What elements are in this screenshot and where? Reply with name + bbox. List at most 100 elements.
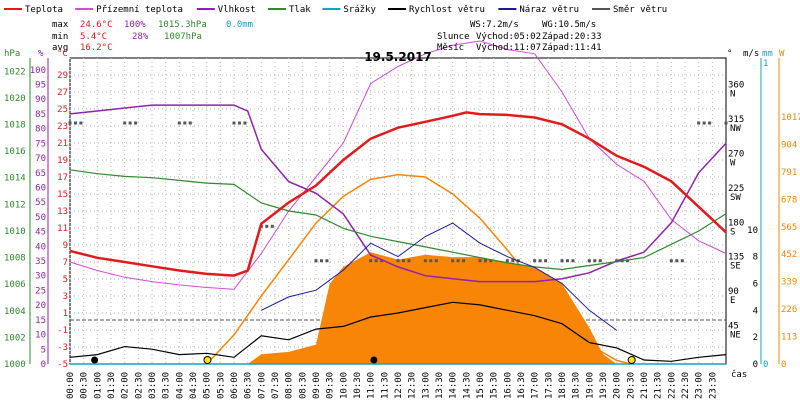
x-tick-label: 17:30 <box>544 372 554 399</box>
chart-title: 19.5.2017 <box>364 50 432 64</box>
solar-tick: 226 <box>781 305 797 315</box>
stats-block: max 24.6°C 100% 1015.3hPa 0.0mm min 5.4°… <box>52 20 253 53</box>
temperature-tick: 7 <box>63 258 68 268</box>
stats-min-label: min <box>52 32 68 42</box>
wind-tick: 4 <box>753 306 758 316</box>
x-tick-label: 19:00 <box>585 372 595 399</box>
solar-tick: 1017 <box>781 113 800 123</box>
series-wind-speed <box>69 301 727 362</box>
stats-avg-temp: 16.2°C <box>80 43 113 53</box>
humidity-tick: 15 <box>35 316 46 326</box>
x-tick-label: 03:00 <box>148 372 158 399</box>
moon-set: Západ:11:41 <box>542 43 602 53</box>
direction-tick: 315 <box>728 115 744 125</box>
x-tick-label: 19:30 <box>599 372 609 399</box>
temperature-tick: 1 <box>63 309 68 319</box>
info-block: WS:7.2m/s WG:10.5m/s Slunce Východ:05:02… <box>437 20 602 53</box>
wind-direction-point <box>243 121 247 125</box>
stats-max-rain: 0.0mm <box>226 20 253 30</box>
x-tick-label: 04:00 <box>175 372 185 399</box>
pressure-tick: 1010 <box>4 227 26 237</box>
legend-label: Teplota <box>25 5 63 15</box>
humidity-tick: 45 <box>35 228 46 238</box>
x-tick-label: 20:30 <box>626 372 636 399</box>
wind-direction-point <box>697 121 701 125</box>
wind-direction-point <box>73 121 77 125</box>
x-tick-label: 08:30 <box>298 372 308 399</box>
direction-name: NE <box>730 331 741 341</box>
temperature-tick: 27 <box>57 88 68 98</box>
solar-measured-area <box>247 252 617 364</box>
legend-label: Srážky <box>343 5 376 15</box>
rain-tick: 0 <box>763 360 768 370</box>
x-tick-label: 16:00 <box>503 372 513 399</box>
solar-tick: 0 <box>781 360 786 370</box>
x-tick-label: 03:30 <box>162 372 172 399</box>
sunset-marker <box>627 356 636 364</box>
wind-direction-point <box>380 259 384 263</box>
wind-direction-point <box>489 259 493 263</box>
direction-name: NW <box>730 124 741 134</box>
wind-direction-point <box>626 259 630 263</box>
direction-name: SE <box>730 262 741 272</box>
wind-tick: 10 <box>747 226 758 236</box>
humidity-tick: 55 <box>35 198 46 208</box>
wind-direction-point <box>237 121 241 125</box>
pressure-tick: 1006 <box>4 280 26 290</box>
axis-units: hPa % °C ° m/s mm W čas <box>4 49 785 380</box>
wind-direction-point <box>724 121 728 125</box>
temperature-tick: 23 <box>57 122 68 132</box>
x-tick-label: 06:00 <box>230 372 240 399</box>
pressure-tick: 1020 <box>4 94 26 104</box>
unit-degc: °C <box>57 49 68 59</box>
chart-axes: 00:00 00:30 01:00 01:30 02:00 02:30 03:00 03:30… <box>4 58 800 399</box>
pressure-tick: 1012 <box>4 200 26 210</box>
legend-label: Tlak <box>289 5 311 15</box>
wind-direction-point <box>456 259 460 263</box>
wind-direction-point <box>183 121 187 125</box>
humidity-tick: 5 <box>41 345 46 355</box>
stats-max-press: 1015.3hPa <box>158 20 207 30</box>
unit-ms: m/s <box>743 49 759 59</box>
wind-direction-point <box>407 259 411 263</box>
wind-direction-point <box>128 121 132 125</box>
x-tick-label: 07:30 <box>271 372 281 399</box>
wind-direction-point <box>134 121 138 125</box>
humidity-tick: 60 <box>35 183 46 193</box>
cas-label: čas <box>731 369 747 380</box>
wind-direction-point <box>451 259 455 263</box>
x-tick-label: 15:30 <box>490 372 500 399</box>
x-tick-label: 02:00 <box>121 372 131 399</box>
temperature-tick: -3 <box>57 343 68 353</box>
pressure-tick: 1002 <box>4 333 26 343</box>
x-tick-label: 06:30 <box>244 372 254 399</box>
stats-max-hum: 100% <box>124 20 146 30</box>
x-tick-label: 12:30 <box>408 372 418 399</box>
x-tick-label: 14:00 <box>449 372 459 399</box>
temperature-tick: 25 <box>57 105 68 115</box>
temperature-tick: 21 <box>57 139 68 149</box>
solar-tick: 339 <box>781 278 797 288</box>
pressure-tick: 1022 <box>4 67 26 77</box>
humidity-tick: 70 <box>35 154 46 164</box>
humidity-tick: 90 <box>35 95 46 105</box>
humidity-tick: 80 <box>35 125 46 135</box>
wind-tick: 6 <box>753 279 758 289</box>
legend-label: Přízemní teplota <box>96 5 183 15</box>
temperature-tick: 15 <box>57 190 68 200</box>
x-tick-label: 14:30 <box>462 372 472 399</box>
unit-mm: mm <box>762 49 773 59</box>
direction-name: E <box>730 296 735 306</box>
solar-tick: 565 <box>781 223 797 233</box>
humidity-tick: 35 <box>35 257 46 267</box>
moon-label: Měsíc <box>437 43 464 53</box>
wind-direction-point <box>511 259 515 263</box>
solar-tick: 791 <box>781 168 797 178</box>
wind-direction-point <box>374 259 378 263</box>
x-tick-label: 21:00 <box>640 372 650 399</box>
x-tick-label: 15:00 <box>476 372 486 399</box>
legend-label: Směr větru <box>613 5 667 15</box>
direction-tick: 360 <box>728 81 744 91</box>
x-tick-label: 23:00 <box>695 372 705 399</box>
